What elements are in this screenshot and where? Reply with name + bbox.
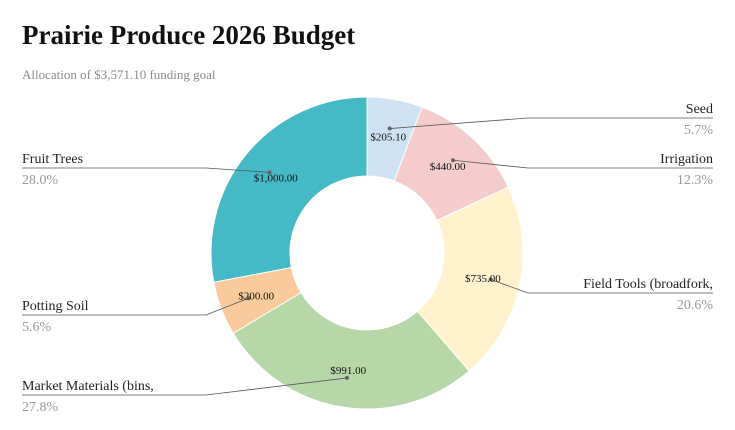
category-label-irrigation: Irrigation [660, 152, 713, 167]
chart-title: Prairie Produce 2026 Budget [22, 20, 356, 50]
percent-label-potting-soil: 5.6% [22, 320, 52, 335]
leader-line-market-materials-bins [22, 377, 348, 396]
leader-line-seed [389, 117, 713, 129]
leader-line-irrigation [452, 159, 713, 169]
percent-label-seed: 5.7% [684, 123, 714, 138]
slice-market-materials-bins[interactable] [232, 291, 470, 410]
category-label-market-materials-bins: Market Materials (bins, [22, 379, 154, 394]
value-label-seed: $205.10 [370, 131, 406, 143]
leader-lines [22, 117, 713, 396]
category-label-potting-soil: Potting Soil [22, 299, 89, 314]
percent-label-field-tools-broadfork: 20.6% [677, 298, 714, 313]
category-label-seed: Seed [686, 102, 713, 117]
donut-slices [210, 96, 524, 410]
chart-subtitle: Allocation of $3,571.10 funding goal [22, 67, 216, 82]
category-label-field-tools-broadfork: Field Tools (broadfork, [583, 277, 713, 292]
value-label-market-materials-bins: $991.00 [330, 365, 366, 377]
value-label-fruit-trees: $1,000.00 [254, 172, 299, 184]
value-label-irrigation: $440.00 [430, 161, 466, 173]
category-label-fruit-trees: Fruit Trees [22, 152, 83, 167]
slice-fruit-trees[interactable] [210, 96, 368, 283]
leader-line-field-tools-broadfork [490, 279, 713, 294]
percent-label-irrigation: 12.3% [677, 173, 714, 188]
value-labels: $205.10 $440.00 $735.00 $991.00 $200.00 $1,00… [238, 131, 501, 377]
leader-line-potting-soil [22, 297, 249, 316]
percent-label-fruit-trees: 28.0% [22, 173, 59, 188]
percent-label-market-materials-bins: 27.8% [22, 400, 59, 415]
slice-field-tools-broadfork[interactable] [416, 186, 524, 372]
value-label-field-tools-broadfork: $735.00 [465, 273, 501, 285]
value-label-potting-soil: $200.00 [238, 290, 274, 302]
leader-line-fruit-trees [22, 167, 270, 173]
outside-labels: Seed 5.7% Irrigation 12.3% Field Tools (broa… [22, 102, 713, 415]
